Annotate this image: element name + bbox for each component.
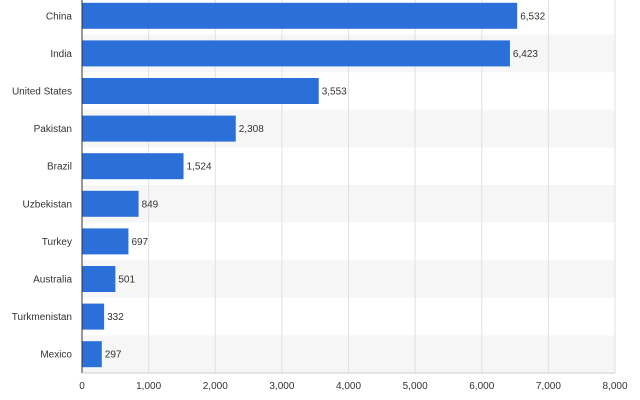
- bars: [82, 2, 518, 368]
- category-label: China: [46, 11, 73, 22]
- bar[interactable]: [82, 2, 518, 29]
- bar[interactable]: [82, 228, 129, 255]
- bar[interactable]: [82, 190, 139, 217]
- category-label: Turkmenistan: [12, 312, 72, 323]
- x-tick-label: 4,000: [336, 381, 361, 392]
- data-label: 2,308: [239, 124, 264, 135]
- data-label: 849: [142, 199, 159, 210]
- labels: 0 1,000 2,000 3,000 4,000 5,000 6,000 7,000 8,00…: [12, 11, 628, 392]
- x-tick-label: 8,000: [602, 381, 627, 392]
- x-tick-label: 5,000: [403, 381, 428, 392]
- category-label: Brazil: [47, 162, 72, 173]
- data-label: 6,423: [513, 49, 538, 60]
- category-label: United States: [12, 87, 72, 98]
- bar[interactable]: [82, 153, 184, 180]
- data-label: 3,553: [322, 87, 347, 98]
- x-tick-label: 2,000: [203, 381, 228, 392]
- bar[interactable]: [82, 303, 105, 330]
- category-label: Turkey: [42, 237, 72, 248]
- bar[interactable]: [82, 115, 236, 142]
- x-tick-label: 3,000: [269, 381, 294, 392]
- bar[interactable]: [82, 40, 510, 67]
- x-tick-label: 7,000: [536, 381, 561, 392]
- x-tick-label: 6,000: [469, 381, 494, 392]
- category-label: Mexico: [40, 350, 72, 361]
- data-label: 501: [118, 275, 135, 286]
- category-label: Uzbekistan: [23, 199, 72, 210]
- data-label: 6,532: [520, 11, 545, 22]
- bar[interactable]: [82, 266, 116, 292]
- x-tick-label: 0: [79, 381, 85, 392]
- bar[interactable]: [82, 341, 102, 368]
- data-label: 297: [105, 350, 122, 361]
- category-label: Pakistan: [34, 124, 72, 135]
- bar[interactable]: [82, 78, 319, 104]
- category-label: India: [50, 49, 72, 60]
- data-label: 1,524: [187, 162, 212, 173]
- x-tick-label: 1,000: [136, 381, 161, 392]
- axes: [81, 0, 615, 374]
- data-label: 697: [131, 237, 148, 248]
- category-label: Australia: [33, 275, 72, 286]
- data-label: 332: [107, 312, 124, 323]
